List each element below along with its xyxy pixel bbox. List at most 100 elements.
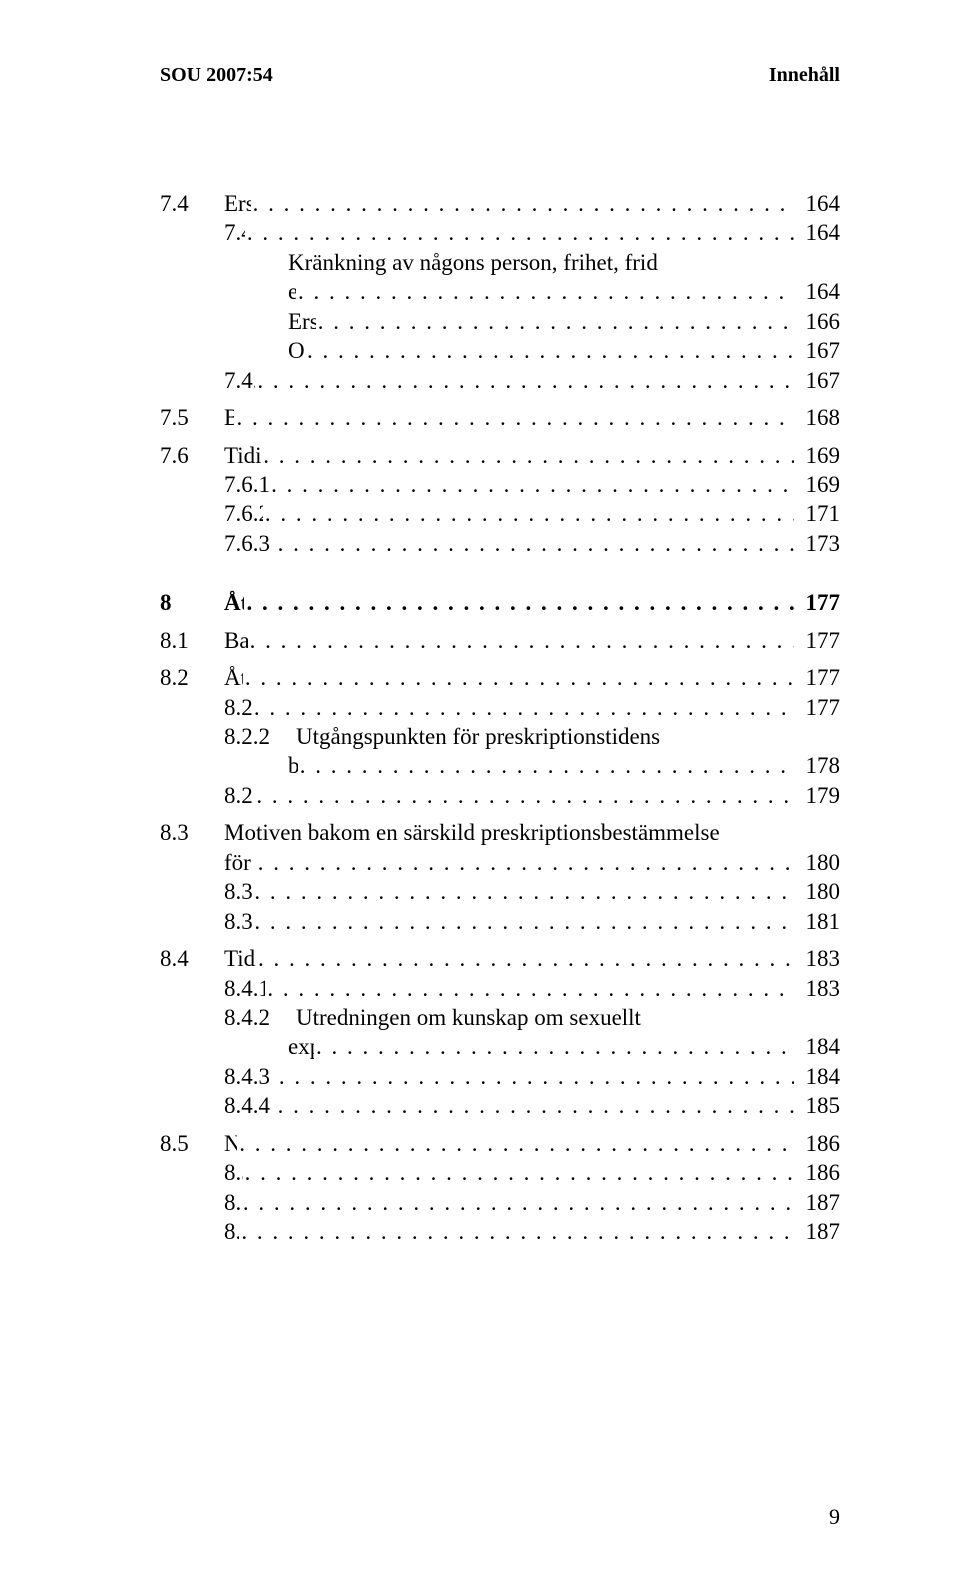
toc-entry-label: 7.6.2Sexualbrottsofferutredningen <box>224 499 263 528</box>
toc-entry-page: 167 <box>796 366 840 395</box>
toc-entry-page: 187 <box>796 1217 840 1246</box>
toc-entry-label: 7.4.2Brottsskadeersättning <box>224 366 255 395</box>
toc-entry-label: Tidigare behandling av vissa frågor <box>224 441 261 470</box>
toc-leader-dots: . . . . . . . . . . . . . . . . . . . . … <box>239 1129 794 1158</box>
toc-entry: 8.3.11995 års ändringar. . . . . . . . .… <box>160 877 840 906</box>
toc-entry-text: Utgångspunkten för preskriptionstidens <box>296 724 660 749</box>
toc-entry-page: 177 <box>796 663 840 692</box>
toc-entry-subnumber: 7.4.2 <box>224 366 255 395</box>
toc-entry: exploaterade barn i Sverige. . . . . . .… <box>160 1032 840 1061</box>
toc-entry-label: beräkning <box>288 751 298 780</box>
toc-entry: Ersättning för sveda och värk. . . . . .… <box>160 307 840 336</box>
toc-entry-page: 166 <box>796 307 840 336</box>
toc-entry: 8.2.3Absolut preskription. . . . . . . .… <box>160 781 840 810</box>
toc-entry-label: Barnahus <box>224 403 234 432</box>
toc-entry: eller ära. . . . . . . . . . . . . . . .… <box>160 277 840 306</box>
toc-entry-subnumber: 8.4.2 <box>224 1003 296 1032</box>
page: SOU 2007:54 Innehåll 7.4Ersättning till … <box>0 0 960 1578</box>
toc-entry-page: 164 <box>796 277 840 306</box>
toc-entry: Kränkning av någons person, frihet, frid <box>160 248 840 277</box>
toc-entry-subnumber: 8.4.4 <box>224 1091 276 1120</box>
toc-entry-page: 173 <box>796 529 840 558</box>
toc-entry-label: för vissa sexualbrott mot barn <box>224 848 256 877</box>
toc-entry-label: 8.3.22005 års ändringar <box>224 907 252 936</box>
toc-entry-label: 8.4.2Utredningen om kunskap om sexuellt <box>224 1003 641 1032</box>
toc-entry-subnumber: 8.5.2 <box>224 1188 241 1217</box>
toc-entry-text: Tidigare behandling av vissa frågor <box>224 443 261 468</box>
toc-entry-page: 169 <box>796 441 840 470</box>
toc-leader-dots: . . . . . . . . . . . . . . . . . . . . … <box>258 848 794 877</box>
toc-entry-subnumber: 8.4.1 <box>224 974 265 1003</box>
toc-entry-label: Nordisk rätt <box>224 1129 237 1158</box>
toc-entry-number: 8.4 <box>160 944 224 973</box>
toc-entry-page: 179 <box>796 781 840 810</box>
toc-entry-text: Tidigare behandling av frågan <box>224 946 256 971</box>
toc-entry-subnumber: 8.5.3 <box>224 1217 239 1246</box>
toc-entry: 7.6.3I förhållande till internationella … <box>160 529 840 558</box>
toc-leader-dots: . . . . . . . . . . . . . . . . . . . . … <box>247 218 794 247</box>
toc-entry-label: 8.4.4I förhållande till internationella … <box>224 1091 276 1120</box>
toc-leader-dots: . . . . . . . . . . . . . . . . . . . . … <box>254 907 794 936</box>
toc-entry-page: 177 <box>796 693 840 722</box>
toc-leader-dots: . . . . . . . . . . . . . . . . . . . . … <box>257 366 794 395</box>
toc-entry-page: 187 <box>796 1188 840 1217</box>
toc-leader-dots: . . . . . . . . . . . . . . . . . . . . … <box>300 751 794 780</box>
toc-entry-label: 8.2.3Absolut preskription <box>224 781 254 810</box>
toc-leader-dots: . . . . . . . . . . . . . . . . . . . . … <box>278 1091 794 1120</box>
toc-entry-page: 171 <box>796 499 840 528</box>
toc-entry-page: 180 <box>796 877 840 906</box>
toc-entry: 7.4.1Skadestånd. . . . . . . . . . . . .… <box>160 218 840 247</box>
toc-leader-dots: . . . . . . . . . . . . . . . . . . . . … <box>245 1158 794 1187</box>
toc-entry: 7.6.2Sexualbrottsofferutredningen. . . .… <box>160 499 840 528</box>
toc-entry-page: 185 <box>796 1091 840 1120</box>
toc-leader-dots: . . . . . . . . . . . . . . . . . . . . … <box>253 189 794 218</box>
toc-entry-page: 178 <box>796 751 840 780</box>
toc-entry-page: 180 <box>796 848 840 877</box>
toc-entry-page: 186 <box>796 1158 840 1187</box>
running-head: SOU 2007:54 Innehåll <box>160 64 840 87</box>
toc-entry-text: Kränkning av någons person, frihet, frid <box>288 250 658 275</box>
toc-entry-label: Ersättning för sveda och värk <box>288 307 316 336</box>
toc-entry-page: 177 <box>796 588 840 617</box>
toc-entry-label: Ersättning till brottsoffer <box>224 189 251 218</box>
toc-entry-subnumber: 8.3.2 <box>224 907 252 936</box>
toc-entry-number: 8.2 <box>160 663 224 692</box>
toc-entry-text: Utredningen om kunskap om sexuellt <box>296 1005 641 1030</box>
toc-entry-number: 7.6 <box>160 441 224 470</box>
toc-entry-text: för vissa sexualbrott mot barn <box>224 850 256 875</box>
toc-entry: 8.3Motiven bakom en särskild preskriptio… <box>160 818 840 847</box>
toc-entry-label: Tidigare behandling av frågan <box>224 944 256 973</box>
toc-leader-dots: . . . . . . . . . . . . . . . . . . . . … <box>318 307 794 336</box>
toc-entry: 8.4.3I samband med 2005 års sexualbrotts… <box>160 1062 840 1091</box>
toc-entry: 8Åtalspreskription. . . . . . . . . . . … <box>160 588 840 617</box>
toc-entry: 7.5Barnahus. . . . . . . . . . . . . . .… <box>160 403 840 432</box>
toc-entry-page: 164 <box>796 218 840 247</box>
toc-entry-page: 186 <box>796 1129 840 1158</box>
toc-entry: 8.4Tidigare behandling av frågan. . . . … <box>160 944 840 973</box>
toc-entry: för vissa sexualbrott mot barn. . . . . … <box>160 848 840 877</box>
toc-entry-label: 8.3.11995 års ändringar <box>224 877 252 906</box>
toc-entry-text: Barnahus <box>224 405 234 430</box>
toc-entry-text: Orsakssambandet <box>288 338 305 363</box>
toc-entry: 8.2.1Preskriptionstiden. . . . . . . . .… <box>160 693 840 722</box>
toc-entry-text: Åtalspreskription <box>224 590 244 615</box>
page-number: 9 <box>829 1504 840 1530</box>
toc-leader-dots: . . . . . . . . . . . . . . . . . . . . … <box>241 1217 794 1246</box>
toc-entry-number: 8.1 <box>160 626 224 655</box>
toc-entry: 8.5.3Norge. . . . . . . . . . . . . . . … <box>160 1217 840 1246</box>
toc-entry-page: 183 <box>796 944 840 973</box>
toc-entry-page: 164 <box>796 189 840 218</box>
toc-leader-dots: . . . . . . . . . . . . . . . . . . . . … <box>258 944 794 973</box>
toc-entry-label: Motiven bakom en särskild preskriptionsb… <box>224 818 720 847</box>
toc-entry-label: 8.5.3Norge <box>224 1217 239 1246</box>
toc-entry-label: eller ära <box>288 277 296 306</box>
toc-leader-dots: . . . . . . . . . . . . . . . . . . . . … <box>254 693 794 722</box>
toc-entry-label: 7.6.1Utredningen om målsägandebiträde <box>224 470 269 499</box>
toc-entry-subnumber: 7.6.3 <box>224 529 276 558</box>
toc-entry-subnumber: 7.6.1 <box>224 470 269 499</box>
toc-entry-label: 7.6.3I förhållande till internationella … <box>224 529 276 558</box>
toc-entry-label: Åtalspreskription <box>224 588 244 617</box>
toc-entry-number: 7.5 <box>160 403 224 432</box>
toc-entry-text: Ersättning till brottsoffer <box>224 191 251 216</box>
toc-entry-page: 183 <box>796 974 840 1003</box>
